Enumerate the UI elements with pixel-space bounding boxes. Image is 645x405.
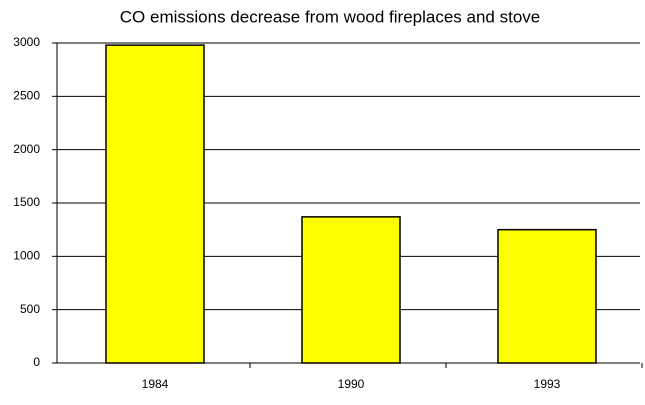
y-tick-label: 1500 (13, 195, 40, 209)
x-tick-label: 1990 (338, 377, 365, 391)
chart-title: CO emissions decrease from wood fireplac… (120, 7, 540, 26)
bar (497, 228, 597, 364)
bar (301, 216, 401, 364)
y-tick-label: 2500 (13, 89, 40, 103)
x-tick-label: 1993 (534, 377, 561, 391)
y-tick-label: 1000 (13, 249, 40, 263)
y-tick-label: 2000 (13, 142, 40, 156)
x-tick-label: 1984 (142, 377, 169, 391)
y-tick-label: 0 (33, 355, 40, 369)
bar (105, 44, 205, 364)
y-tick-label: 3000 (13, 35, 40, 49)
y-tick-label: 500 (20, 302, 40, 316)
